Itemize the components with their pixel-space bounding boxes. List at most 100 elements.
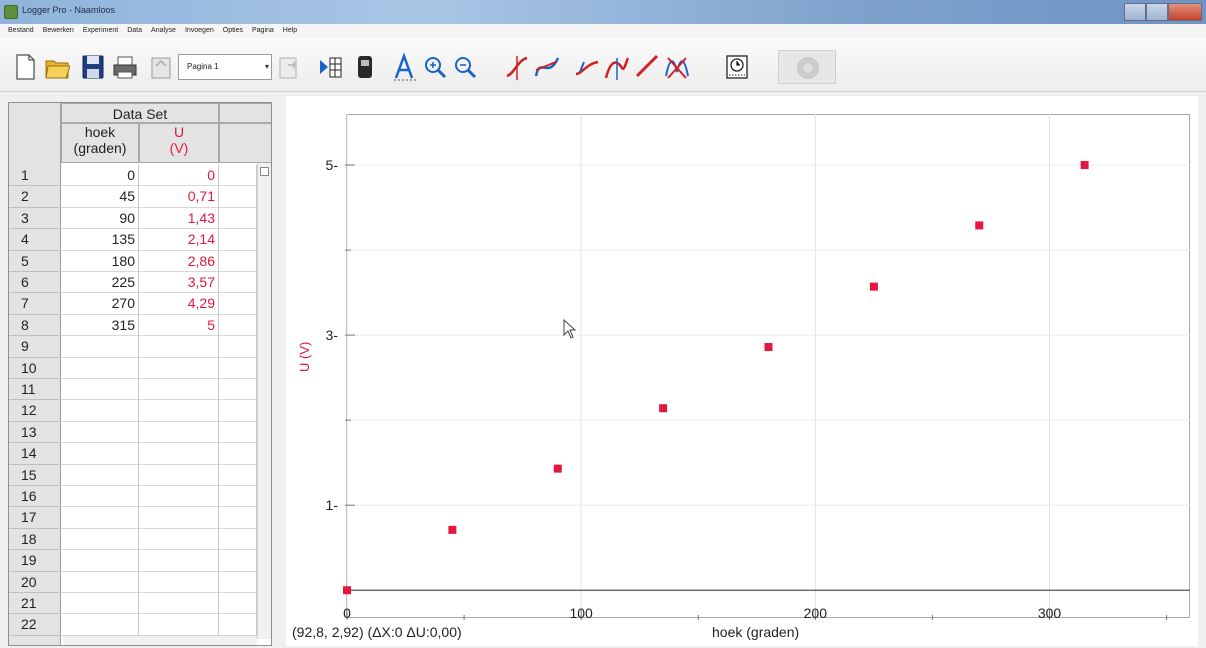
table-cell-hoek[interactable]: 225 [61, 272, 139, 294]
minimize-button[interactable] [1124, 3, 1146, 21]
table-cell-u[interactable] [139, 464, 219, 486]
clock-icon[interactable] [724, 52, 750, 82]
column-header-empty[interactable] [219, 123, 271, 163]
table-cell-empty[interactable] [219, 550, 257, 572]
table-cell-empty[interactable] [219, 486, 257, 508]
examine-icon[interactable] [504, 52, 530, 82]
sensor-icon[interactable] [352, 52, 378, 82]
zoom-out-icon[interactable] [452, 52, 478, 82]
table-cell-u[interactable] [139, 550, 219, 572]
table-cell-empty[interactable] [219, 571, 257, 593]
page-select[interactable]: Pagina 1 [178, 54, 272, 80]
table-cell-hoek[interactable]: 45 [61, 186, 139, 208]
new-file-icon[interactable] [12, 52, 38, 82]
statistics-icon[interactable] [604, 52, 630, 82]
table-cell-empty[interactable] [219, 357, 257, 379]
scroll-thumb[interactable] [260, 167, 269, 176]
table-cell-u[interactable]: 1,43 [139, 207, 219, 230]
table-cell-empty[interactable] [219, 336, 257, 358]
linear-fit-icon[interactable] [634, 52, 660, 82]
row-number[interactable]: 7 [9, 293, 61, 315]
x-axis-label[interactable]: hoek (graden) [712, 624, 800, 640]
table-cell-u[interactable] [139, 357, 219, 379]
table-cell-empty[interactable] [219, 400, 257, 422]
table-cell-hoek[interactable]: 315 [61, 314, 139, 337]
table-cell-u[interactable] [139, 421, 219, 444]
row-number[interactable]: 9 [9, 336, 61, 358]
table-cell-hoek[interactable] [61, 593, 139, 615]
table-cell-u[interactable] [139, 336, 219, 358]
table-cell-empty[interactable] [219, 507, 257, 529]
collect-button[interactable] [778, 50, 836, 84]
table-cell-hoek[interactable]: 180 [61, 250, 139, 272]
chevron-down-icon[interactable]: ▾ [265, 62, 270, 71]
menu-analyse[interactable]: Analyse [151, 27, 176, 34]
menu-data[interactable]: Data [127, 27, 143, 34]
table-cell-hoek[interactable] [61, 507, 139, 529]
table-cell-empty[interactable] [219, 272, 257, 294]
row-number[interactable]: 6 [9, 272, 61, 294]
table-cell-empty[interactable] [219, 293, 257, 315]
tangent-icon[interactable] [534, 52, 560, 82]
table-cell-u[interactable]: 2,14 [139, 229, 219, 251]
table-cell-u[interactable]: 2,86 [139, 250, 219, 272]
table-cell-hoek[interactable] [61, 421, 139, 444]
row-number[interactable]: 10 [9, 358, 61, 379]
table-cell-u[interactable]: 5 [139, 314, 219, 337]
table-cell-u[interactable] [139, 571, 219, 593]
column-header-hoek[interactable]: hoek (graden) [61, 123, 139, 163]
row-number[interactable]: 11 [9, 379, 61, 401]
menu-help[interactable]: Help [282, 27, 298, 34]
horizontal-scrollbar[interactable] [63, 635, 257, 645]
table-cell-u[interactable] [139, 507, 219, 529]
y-axis-label[interactable]: U (V) [297, 341, 312, 372]
table-cell-hoek[interactable] [61, 336, 139, 358]
table-cell-hoek[interactable] [61, 357, 139, 379]
table-cell-u[interactable] [139, 379, 219, 401]
save-icon[interactable] [80, 52, 106, 82]
menu-experiment[interactable]: Experiment [82, 27, 119, 34]
table-cell-empty[interactable] [219, 207, 257, 230]
row-number[interactable]: 17 [9, 507, 61, 529]
table-cell-empty[interactable] [219, 250, 257, 272]
table-cell-hoek[interactable] [61, 486, 139, 508]
table-cell-u[interactable]: 0,71 [139, 186, 219, 208]
next-page-icon[interactable] [276, 52, 302, 82]
table-cell-empty[interactable] [219, 593, 257, 615]
table-cell-hoek[interactable] [61, 379, 139, 401]
table-cell-hoek[interactable] [61, 528, 139, 551]
menu-bewerken[interactable]: Bewerken [42, 27, 74, 34]
table-cell-u[interactable]: 3,57 [139, 272, 219, 294]
row-number[interactable]: 12 [9, 400, 61, 422]
row-number[interactable]: 3 [9, 208, 61, 230]
table-cell-empty[interactable] [219, 379, 257, 401]
table-cell-empty[interactable] [219, 421, 257, 444]
table-cell-u[interactable] [139, 593, 219, 615]
menu-invoegen[interactable]: Invoegen [184, 27, 214, 34]
row-number[interactable]: 14 [9, 443, 61, 465]
open-folder-icon[interactable] [44, 52, 70, 82]
row-number[interactable]: 16 [9, 486, 61, 508]
table-cell-hoek[interactable] [61, 464, 139, 486]
table-cell-u[interactable] [139, 443, 219, 465]
vertical-scrollbar[interactable] [257, 163, 271, 639]
table-cell-u[interactable]: 0 [139, 165, 219, 187]
menu-bestand[interactable]: Bestand [8, 27, 34, 34]
print-icon[interactable] [112, 52, 138, 82]
table-cell-hoek[interactable] [61, 550, 139, 572]
table-cell-empty[interactable] [219, 528, 257, 551]
table-cell-hoek[interactable] [61, 400, 139, 422]
row-number[interactable]: 4 [9, 229, 61, 251]
integral-icon[interactable] [574, 52, 600, 82]
page-icon[interactable] [148, 52, 174, 82]
row-number[interactable]: 2 [9, 186, 61, 208]
table-cell-empty[interactable] [219, 314, 257, 337]
zoom-in-icon[interactable] [422, 52, 448, 82]
table-cell-u[interactable] [139, 528, 219, 551]
column-header-u[interactable]: U (V) [139, 123, 219, 163]
menu-pagina[interactable]: Pagina [251, 27, 274, 34]
row-number[interactable]: 15 [9, 465, 61, 486]
table-cell-hoek[interactable]: 90 [61, 207, 139, 230]
autoscale-icon[interactable] [392, 52, 418, 82]
table-cell-hoek[interactable]: 135 [61, 229, 139, 251]
